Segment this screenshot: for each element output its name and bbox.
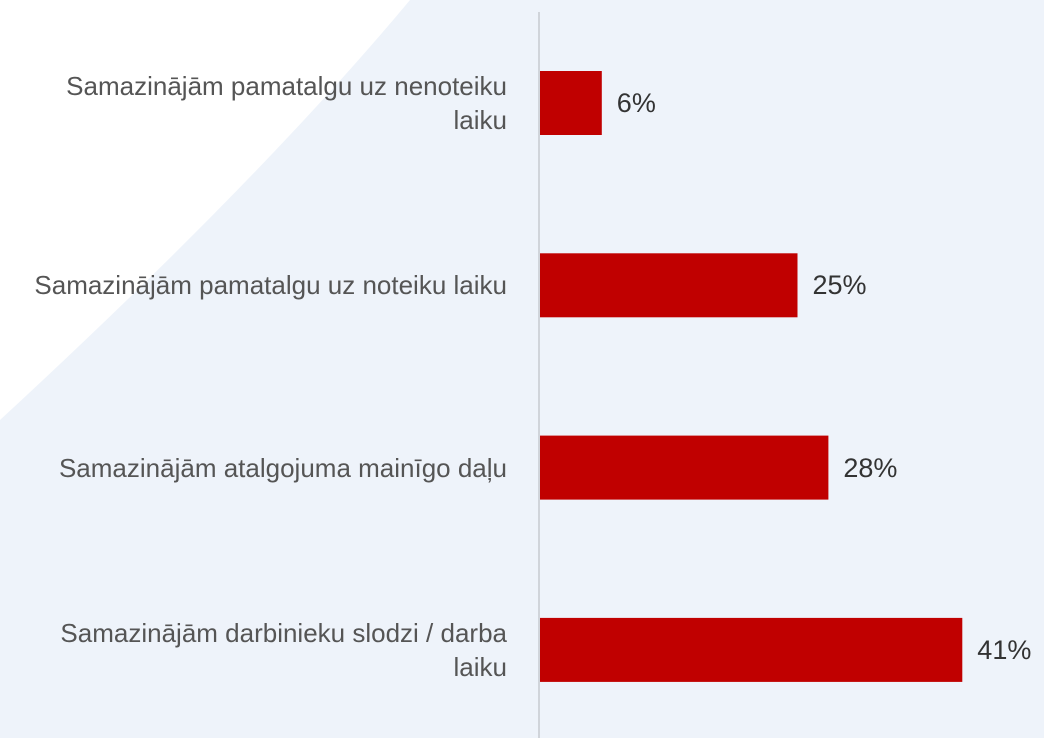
category-label: Samazinājām atalgojuma mainīgo daļu	[58, 452, 507, 483]
background-shape	[0, 0, 410, 420]
bar	[540, 617, 963, 682]
bar	[540, 253, 798, 318]
value-label: 25%	[812, 270, 867, 301]
value-label: 28%	[843, 452, 898, 483]
category-label: Samazinājām darbinieku slodzi / darba la…	[60, 617, 507, 682]
category-label: Samazinājām pamatalgu uz noteiku laiku	[34, 270, 507, 301]
bar	[540, 71, 602, 135]
value-label: 6%	[616, 88, 656, 118]
value-label: 41%	[977, 634, 1032, 665]
category-label: Samazinājām pamatalgu uz nenoteiku laiku	[66, 71, 507, 135]
bar	[540, 435, 829, 500]
